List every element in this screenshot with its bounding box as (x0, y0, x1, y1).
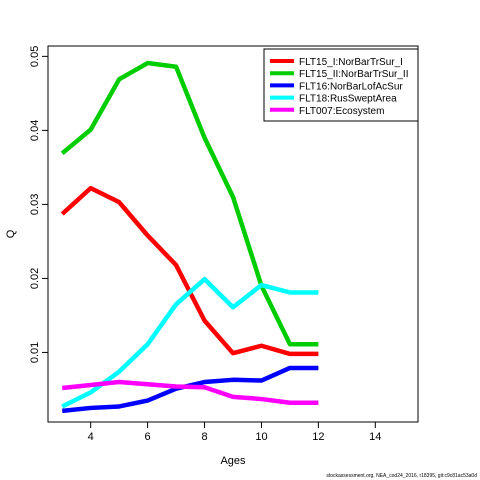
legend-label: FLT18:RusSweptArea (299, 94, 397, 105)
y-axis: 0.01 0.02 0.03 0.04 0.05 (29, 46, 48, 363)
x-tick-label: 4 (88, 431, 94, 443)
y-tick-label: 0.05 (29, 46, 41, 67)
y-tick-label: 0.02 (29, 268, 41, 289)
legend: FLT15_I:NorBarTrSur_IFLT15_II:NorBarTrSu… (263, 48, 419, 122)
plot-frame (47, 45, 419, 423)
series-line-5 (61, 379, 319, 406)
legend-label: FLT007:Ecosystem (299, 106, 384, 117)
x-tick-label: 8 (201, 431, 207, 443)
series-line-1 (60, 185, 319, 357)
legend-label: FLT16:NorBarLofAcSur (299, 81, 403, 92)
legend-label: FLT15_II:NorBarTrSur_II (299, 69, 408, 80)
y-tick-label: 0.01 (29, 342, 41, 363)
x-tick-label: 10 (255, 431, 267, 443)
y-tick-label: 0.04 (29, 120, 41, 141)
x-tick-label: 14 (369, 431, 381, 443)
footer-text: stockassessment.org, NEA_cod24_2016, r18… (326, 473, 477, 479)
x-axis-label: Ages (220, 455, 246, 467)
x-tick-label: 12 (312, 431, 324, 443)
y-axis-label: Q (5, 229, 17, 238)
x-tick-label: 6 (145, 431, 151, 443)
series-layer (60, 60, 319, 414)
x-axis: 4 6 8 10 12 14 (88, 422, 381, 443)
series-line-2 (60, 60, 319, 347)
y-tick-label: 0.03 (29, 194, 41, 215)
series-line-3 (61, 365, 319, 414)
legend-label: FLT15_I:NorBarTrSur_I (299, 57, 403, 68)
